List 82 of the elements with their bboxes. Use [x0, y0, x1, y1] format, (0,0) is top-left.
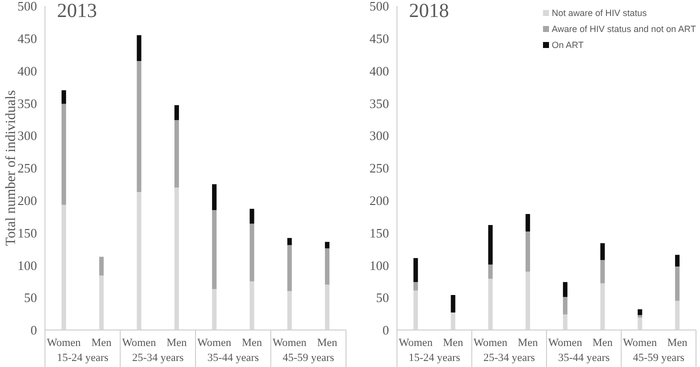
- y-tick-label: 350: [370, 96, 389, 111]
- bar: [413, 258, 418, 282]
- y-axis-title: Total number of individuals: [4, 90, 19, 246]
- x-tick-label: Women: [46, 337, 82, 349]
- y-tick-label: 450: [18, 31, 37, 46]
- bar: [600, 243, 605, 260]
- bar: [174, 105, 179, 120]
- text: 35-44 years: [558, 352, 610, 364]
- y-tick-label: 250: [370, 160, 389, 176]
- legend-label: Aware of HIV status and not on ART: [552, 24, 696, 34]
- bar: [526, 232, 530, 272]
- bar: [675, 254, 680, 266]
- y-tick-label: 150: [370, 225, 389, 240]
- bar: [287, 238, 292, 246]
- bar: [250, 208, 254, 224]
- legend-label: Not aware of HIV status: [552, 8, 647, 18]
- text: 45-59 years: [282, 352, 334, 364]
- x-tick-label: Women: [197, 337, 232, 349]
- y-tick-label: 200: [18, 193, 37, 208]
- y-tick-label: 300: [370, 128, 389, 144]
- bar: [600, 260, 605, 284]
- text: 15-24 years: [56, 352, 108, 364]
- x-tick-label: Men: [518, 337, 538, 349]
- y-tick-label: 0: [30, 322, 37, 338]
- x-tick-label: Men: [166, 337, 188, 349]
- bar: [136, 35, 142, 62]
- y-tick-label: 50: [376, 290, 389, 306]
- x-tick-label: Men: [91, 337, 112, 349]
- bar: [212, 184, 217, 210]
- y-tick-label: 450: [370, 31, 389, 46]
- bar: [287, 245, 292, 292]
- y-tick-label: 500: [18, 0, 37, 14]
- bar: [212, 210, 217, 290]
- bar: [174, 120, 179, 188]
- text: 25-34 years: [132, 352, 184, 364]
- y-tick-label: 250: [18, 160, 37, 176]
- x-tick-label: Women: [122, 337, 157, 349]
- y-tick-label: 350: [18, 96, 37, 111]
- text: 15-24 years: [408, 352, 460, 364]
- bar: [562, 282, 568, 297]
- bar: [324, 248, 330, 285]
- bar: [324, 242, 330, 248]
- x-tick-label: Women: [272, 337, 308, 349]
- x-tick-label: Women: [473, 337, 508, 349]
- x-tick-label: Men: [242, 337, 263, 349]
- bar: [62, 104, 66, 205]
- text: 25-34 years: [483, 352, 535, 364]
- text: 35-44 years: [207, 352, 259, 364]
- bar: [488, 264, 493, 279]
- bar: [675, 266, 680, 301]
- y-tick-label: 50: [24, 290, 37, 306]
- y-tick-label: 300: [18, 128, 37, 144]
- legend-label: On ART: [552, 40, 584, 50]
- x-tick-label: Men: [667, 337, 688, 349]
- bar: [526, 214, 530, 232]
- text: 45-59 years: [632, 352, 684, 364]
- bar: [638, 315, 642, 318]
- bar: [99, 256, 104, 276]
- y-tick-label: 150: [18, 225, 37, 240]
- y-tick-label: 400: [370, 63, 389, 78]
- bar: [413, 282, 418, 290]
- bar: [250, 224, 254, 282]
- bar: [638, 309, 642, 316]
- bar: [562, 296, 568, 314]
- x-tick-label: Women: [548, 337, 583, 349]
- x-tick-label: Men: [442, 337, 464, 349]
- bar: [136, 61, 142, 192]
- y-tick-label: 200: [370, 193, 389, 208]
- x-tick-label: Women: [622, 337, 658, 349]
- y-tick-label: 100: [18, 258, 37, 273]
- chart-title: 2018: [409, 0, 449, 22]
- y-tick-label: 100: [370, 258, 389, 273]
- y-tick-label: 500: [370, 0, 389, 14]
- x-tick-label: Men: [592, 337, 614, 349]
- y-tick-label: 400: [18, 63, 37, 78]
- y-tick-label: 0: [382, 322, 389, 338]
- bar: [488, 225, 493, 265]
- chart-title: 2013: [57, 0, 97, 22]
- x-tick-label: Men: [317, 337, 338, 349]
- bar: [450, 295, 456, 313]
- bar: [62, 90, 66, 104]
- x-tick-label: Women: [398, 337, 434, 349]
